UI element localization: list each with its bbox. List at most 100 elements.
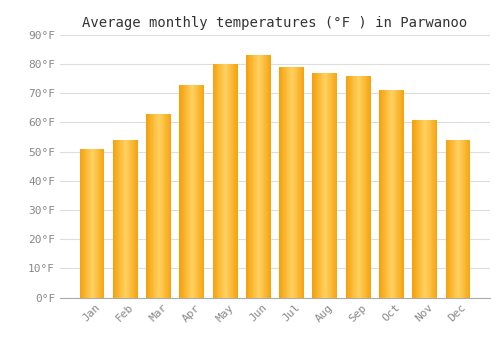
- Bar: [359, 76, 360, 298]
- Bar: [434, 120, 436, 298]
- Bar: [452, 140, 453, 298]
- Bar: [168, 114, 170, 298]
- Bar: [158, 114, 160, 298]
- Bar: [248, 55, 249, 298]
- Bar: [335, 73, 336, 298]
- Bar: [420, 120, 422, 298]
- Bar: [280, 67, 281, 298]
- Bar: [360, 76, 362, 298]
- Bar: [289, 67, 290, 298]
- Bar: [264, 55, 265, 298]
- Bar: [259, 55, 260, 298]
- Bar: [424, 120, 426, 298]
- Bar: [84, 149, 86, 298]
- Bar: [268, 55, 269, 298]
- Bar: [152, 114, 154, 298]
- Bar: [103, 149, 104, 298]
- Bar: [255, 55, 256, 298]
- Bar: [155, 114, 156, 298]
- Bar: [127, 140, 128, 298]
- Bar: [389, 90, 390, 298]
- Bar: [232, 64, 234, 298]
- Bar: [269, 55, 270, 298]
- Bar: [136, 140, 137, 298]
- Bar: [429, 120, 430, 298]
- Bar: [466, 140, 467, 298]
- Bar: [399, 90, 400, 298]
- Bar: [414, 120, 416, 298]
- Bar: [93, 149, 94, 298]
- Bar: [100, 149, 101, 298]
- Bar: [279, 67, 280, 298]
- Bar: [266, 55, 268, 298]
- Bar: [468, 140, 469, 298]
- Bar: [202, 85, 203, 298]
- Bar: [365, 76, 366, 298]
- Bar: [362, 76, 363, 298]
- Bar: [225, 64, 226, 298]
- Bar: [91, 149, 92, 298]
- Bar: [398, 90, 399, 298]
- Bar: [90, 149, 91, 298]
- Bar: [260, 55, 261, 298]
- Bar: [333, 73, 334, 298]
- Bar: [256, 55, 258, 298]
- Bar: [221, 64, 222, 298]
- Bar: [236, 64, 238, 298]
- Bar: [368, 76, 369, 298]
- Bar: [403, 90, 404, 298]
- Bar: [134, 140, 136, 298]
- Bar: [121, 140, 122, 298]
- Bar: [137, 140, 138, 298]
- Bar: [117, 140, 118, 298]
- Bar: [161, 114, 162, 298]
- Bar: [165, 114, 166, 298]
- Bar: [386, 90, 388, 298]
- Bar: [230, 64, 231, 298]
- Bar: [133, 140, 134, 298]
- Bar: [170, 114, 171, 298]
- Bar: [294, 67, 295, 298]
- Bar: [184, 85, 185, 298]
- Bar: [430, 120, 432, 298]
- Bar: [354, 76, 355, 298]
- Bar: [453, 140, 454, 298]
- Bar: [151, 114, 152, 298]
- Bar: [214, 64, 215, 298]
- Bar: [254, 55, 255, 298]
- Bar: [113, 140, 114, 298]
- Bar: [366, 76, 368, 298]
- Bar: [356, 76, 358, 298]
- Bar: [298, 67, 299, 298]
- Bar: [363, 76, 364, 298]
- Bar: [355, 76, 356, 298]
- Bar: [217, 64, 218, 298]
- Bar: [83, 149, 84, 298]
- Bar: [128, 140, 130, 298]
- Bar: [191, 85, 192, 298]
- Bar: [186, 85, 187, 298]
- Bar: [315, 73, 316, 298]
- Bar: [146, 114, 147, 298]
- Bar: [131, 140, 132, 298]
- Bar: [282, 67, 284, 298]
- Bar: [301, 67, 302, 298]
- Bar: [413, 120, 414, 298]
- Bar: [132, 140, 133, 298]
- Bar: [291, 67, 292, 298]
- Bar: [316, 73, 318, 298]
- Bar: [464, 140, 466, 298]
- Bar: [312, 73, 314, 298]
- Bar: [418, 120, 419, 298]
- Bar: [330, 73, 332, 298]
- Bar: [234, 64, 235, 298]
- Bar: [265, 55, 266, 298]
- Bar: [98, 149, 100, 298]
- Bar: [314, 73, 315, 298]
- Bar: [96, 149, 97, 298]
- Bar: [123, 140, 124, 298]
- Bar: [469, 140, 470, 298]
- Bar: [395, 90, 396, 298]
- Bar: [195, 85, 196, 298]
- Bar: [390, 90, 392, 298]
